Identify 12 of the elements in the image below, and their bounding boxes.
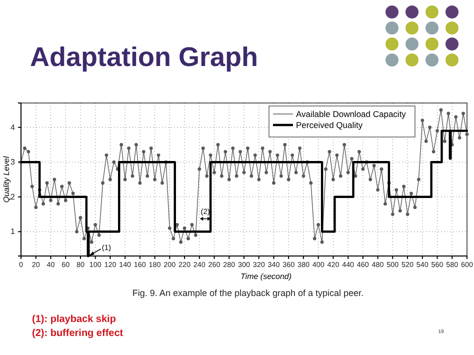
y-tick-label: 2 — [10, 192, 16, 202]
legend-label: Available Download Capacity — [296, 109, 407, 119]
text: (2): buffering effect — [32, 328, 124, 339]
caption: Fig. 9. An example of the playback graph of a typical peer. — [132, 288, 364, 298]
text: (1): playback skip — [32, 314, 116, 325]
x-axis-title: Time (second) — [240, 272, 292, 281]
y-tick-label: 3 — [10, 158, 16, 167]
legend-label: Perceived Quality — [296, 120, 364, 130]
y-axis-title: Quality Level — [2, 156, 11, 203]
y-tick-label: 4 — [10, 122, 16, 132]
y-tick-label: 1 — [10, 227, 16, 236]
chart-title: Adaptation Graph — [30, 42, 258, 72]
